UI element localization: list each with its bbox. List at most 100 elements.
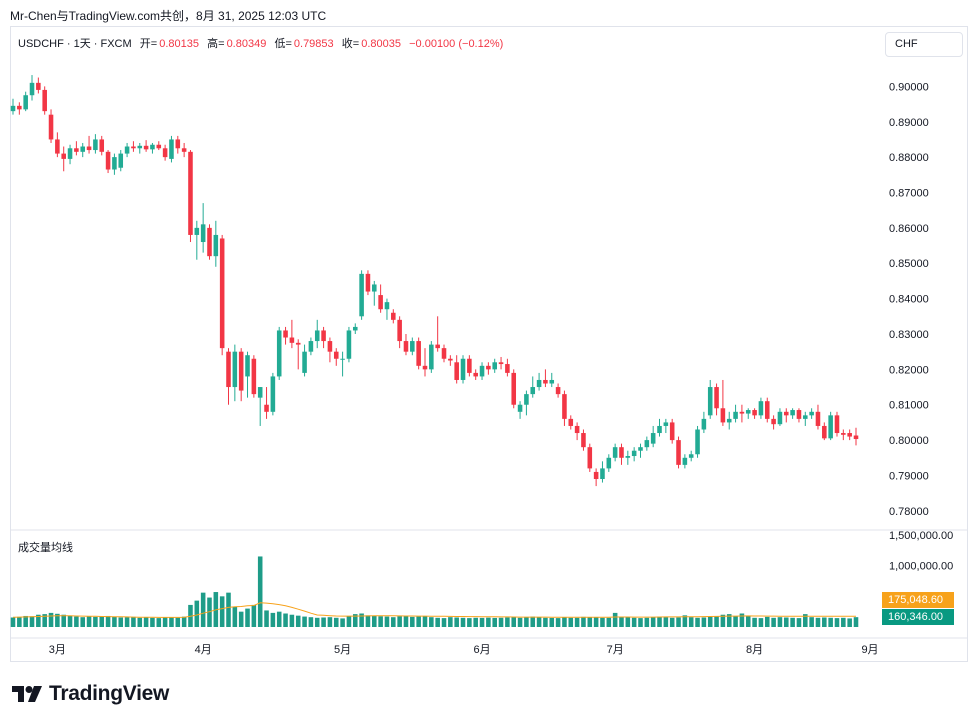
volume-bar (562, 617, 567, 627)
candle-body (156, 144, 162, 149)
candle-body (29, 82, 35, 96)
volume-bar (264, 610, 269, 627)
candle-body (257, 387, 263, 398)
volume-bar (498, 617, 504, 627)
candle-body (841, 433, 846, 435)
volume-bar (295, 615, 301, 627)
candle-body (352, 326, 358, 331)
volume-bar (67, 615, 73, 627)
candle-body (777, 411, 783, 425)
volume-bar (669, 617, 675, 627)
volume-bar (131, 616, 136, 627)
volume-bar (454, 617, 459, 627)
volume-bar (175, 617, 181, 627)
candle-body (479, 365, 485, 377)
candle-body (638, 447, 643, 451)
volume-bar (581, 616, 586, 627)
ohlc-legend: USDCHF · 1天 · FXCM 开= 0.80135 高= 0.80349 低… (18, 35, 505, 51)
candle-body (391, 312, 396, 320)
candle-body (752, 410, 757, 416)
volume-bar (181, 616, 187, 627)
volume-bar (340, 618, 345, 627)
candle-body (80, 146, 86, 152)
volume-bar (657, 616, 662, 627)
volume-bar (422, 616, 428, 627)
candle-body (853, 435, 859, 440)
candle-body (365, 273, 371, 292)
candle-body (327, 341, 333, 352)
volume-indicator-title[interactable]: 成交量均线 (18, 542, 73, 554)
candle-body (606, 457, 612, 469)
volume-bar (771, 617, 776, 627)
candle-body (397, 319, 402, 342)
symbol-label[interactable]: USDCHF · 1天 · FXCM (18, 38, 132, 50)
volume-bar (359, 613, 364, 627)
price-tick-label: 0.89000 (889, 117, 929, 129)
high-value: 0.80349 (226, 38, 267, 50)
candle-body (150, 144, 155, 150)
candle-body (505, 364, 510, 373)
volume-bar (460, 617, 466, 627)
tradingview-logo[interactable]: TradingView (12, 682, 169, 706)
volume-bar (42, 614, 47, 627)
price-tick-label: 0.88000 (889, 152, 929, 164)
candle-body (302, 351, 307, 373)
candle-body (467, 358, 472, 373)
change-value: −0.00100 (−0.12%) (409, 38, 504, 50)
price-tick-label: 0.78000 (889, 506, 929, 518)
time-tick-label: 4月 (195, 644, 212, 656)
volume-bar (93, 616, 98, 627)
candle-body (378, 295, 383, 310)
candle-body (61, 153, 66, 159)
volume-bar (112, 616, 117, 627)
candle-body (232, 351, 238, 388)
candle-body (270, 376, 276, 412)
chart-frame (10, 26, 968, 662)
volume-bar (796, 618, 802, 627)
volume-bar (701, 617, 707, 627)
candle-body (213, 234, 219, 257)
candle-body (10, 105, 16, 112)
volume-bar (841, 617, 846, 627)
candle-body (162, 148, 168, 158)
volume-bar (416, 616, 421, 627)
candle-body (612, 447, 618, 458)
volume-bar (764, 616, 770, 627)
volume-bar (194, 600, 200, 627)
currency-button[interactable]: CHF (885, 32, 963, 57)
candle-body (137, 145, 143, 149)
volume-bar (505, 617, 510, 627)
volume-bar (511, 616, 517, 627)
volume-bar (137, 617, 143, 627)
volume-bar (429, 617, 434, 627)
volume-bar (568, 617, 574, 627)
candle-body (238, 351, 244, 391)
volume-bar (118, 617, 124, 627)
candle-body (42, 89, 47, 112)
volume-bar (207, 597, 212, 627)
tradingview-logo-icon (12, 686, 42, 702)
candle-body (226, 351, 231, 388)
volume-bar (676, 617, 681, 627)
price-tick-label: 0.85000 (889, 258, 929, 270)
close-label: 收= (341, 38, 360, 50)
candle-body (562, 394, 567, 419)
candle-body (194, 227, 200, 235)
candle-body (524, 394, 529, 405)
candle-body (669, 422, 675, 441)
candle-body (340, 358, 345, 360)
candle-body (359, 273, 364, 317)
volume-bar (403, 615, 409, 627)
volume-bar (612, 612, 618, 627)
volume-bar (80, 617, 86, 627)
candle-body (568, 418, 574, 426)
volume-bar (257, 556, 263, 627)
volume-tick-label: 1,000,000.00 (889, 561, 953, 573)
volume-bar (473, 617, 478, 627)
volume-bar (169, 617, 174, 627)
time-tick-label: 7月 (607, 644, 624, 656)
candle-body (796, 410, 802, 419)
volume-bar (105, 615, 111, 627)
volume-bar (36, 614, 41, 627)
